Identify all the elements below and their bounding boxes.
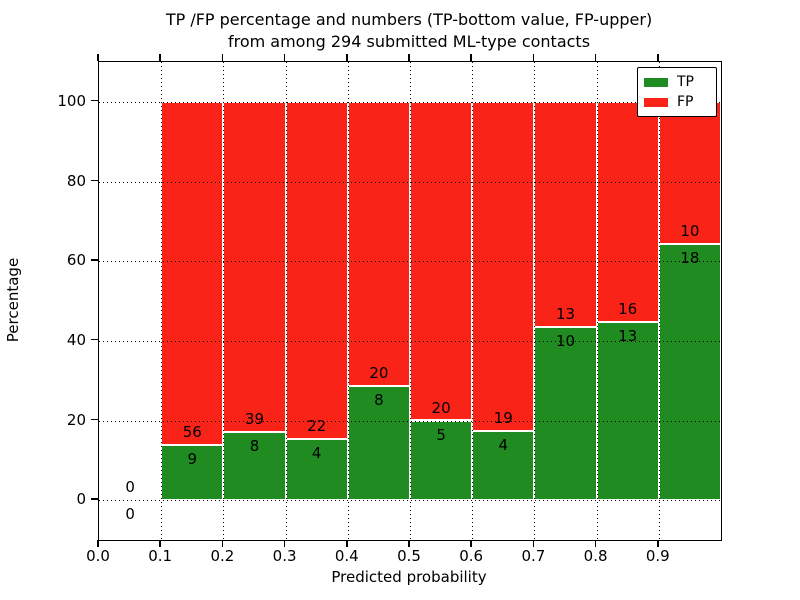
x-tick-top — [532, 54, 535, 61]
x-tick — [346, 540, 348, 548]
x-tick — [221, 540, 224, 548]
bar-value-fp: 39 — [244, 410, 265, 429]
bar-segment-tp — [658, 244, 721, 501]
bar-value-fp: 20 — [369, 364, 389, 383]
y-tick — [91, 179, 98, 181]
bar-value-fp: 13 — [555, 304, 576, 323]
bar-segment-fp — [223, 101, 286, 433]
gridline-vertical — [347, 62, 349, 540]
bar-segment-fp — [285, 101, 348, 439]
gridline-vertical — [658, 62, 660, 540]
x-tick-top — [221, 54, 224, 61]
x-tick-top — [470, 54, 472, 61]
x-tick-label: 0.8 — [583, 547, 608, 565]
bar-value-tp: 10 — [555, 331, 576, 350]
x-tick-top — [346, 54, 348, 61]
x-tick-label: 0.6 — [459, 547, 484, 565]
y-tick — [91, 99, 98, 102]
x-tick — [283, 540, 286, 548]
x-tick-label: 0.4 — [334, 547, 359, 565]
legend-item-fp: FP — [644, 92, 710, 112]
y-tick-label: 20 — [66, 410, 86, 429]
bar-segment-tp — [161, 445, 224, 501]
legend-swatch-fp-icon — [644, 97, 668, 107]
gridline-vertical — [223, 62, 225, 540]
bar-value-tp: 4 — [311, 443, 322, 462]
gridline-vertical — [534, 62, 536, 540]
x-tick-top — [594, 54, 597, 61]
y-tick-label: 0 — [76, 490, 86, 509]
x-tick-label: 0.0 — [86, 547, 110, 565]
bar-segment-fp — [347, 101, 410, 387]
y-axis-label: Percentage — [4, 257, 22, 343]
bar-value-tp: 0 — [125, 505, 135, 524]
x-tick-label: 0.1 — [148, 547, 173, 565]
legend-swatch-tp-icon — [644, 77, 668, 87]
bar-value-fp: 16 — [618, 299, 638, 318]
x-tick-top — [408, 54, 410, 61]
bar-value-tp: 13 — [618, 326, 638, 345]
legend-label-fp: FP — [677, 94, 694, 110]
y-tick-label: 40 — [66, 330, 86, 349]
bars-layer — [99, 62, 721, 540]
x-tick-label: 0.3 — [272, 547, 297, 565]
chart-title-line-2: from among 294 submitted ML-type contact… — [227, 32, 591, 51]
bar-value-fp: 56 — [182, 423, 202, 441]
bar-value-fp: 0 — [125, 478, 135, 497]
legend-item-tp: TP — [644, 72, 710, 92]
bar-labels-layer: 0 0 56 9 39 8 22 4 20 8 20 5 19 4 13 10 16 13 10 18 — [99, 62, 721, 540]
bar-value-tp: 5 — [436, 425, 446, 444]
x-tick — [532, 540, 535, 548]
bar-value-fp: 10 — [680, 222, 700, 241]
bar-value-tp: 18 — [680, 249, 700, 268]
bar-value-fp: 22 — [307, 416, 327, 435]
gridline-vertical — [472, 62, 474, 540]
bar-value-tp: 8 — [374, 391, 384, 410]
x-tick-top — [283, 54, 286, 61]
x-tick — [594, 540, 597, 548]
y-tick — [91, 338, 98, 341]
bar-value-tp: 9 — [187, 450, 198, 468]
gridline-vertical — [161, 62, 163, 540]
y-tick — [91, 498, 98, 500]
x-tick — [159, 540, 161, 548]
bar-value-fp: 20 — [431, 398, 451, 417]
chart-title-line-1: TP /FP percentage and numbers (TP-bottom… — [165, 10, 653, 29]
y-tick — [91, 259, 98, 261]
gridline-vertical — [285, 62, 287, 540]
y-tick-label: 80 — [66, 171, 86, 190]
plot-area: 0 0 56 9 39 8 22 4 20 8 20 5 19 4 13 10 16 13 10 18 TP FP — [98, 61, 722, 541]
x-axis-label: Predicted probability — [331, 568, 487, 586]
y-tick — [91, 418, 98, 420]
y-tick-label: 60 — [66, 251, 86, 270]
x-tick — [408, 540, 410, 548]
bar-segment-fp — [534, 101, 597, 327]
x-tick-label: 0.7 — [521, 547, 546, 565]
gridline-vertical — [410, 62, 411, 540]
x-tick-top — [657, 54, 659, 61]
x-tick-label: 0.5 — [397, 547, 421, 565]
bar-value-tp: 8 — [249, 437, 260, 456]
legend: TP FP — [637, 67, 717, 117]
bar-value-tp: 4 — [498, 435, 509, 454]
x-tick-top — [159, 54, 161, 61]
x-tick — [657, 540, 659, 548]
x-tick-label: 0.2 — [210, 547, 235, 565]
grid-layer — [99, 62, 721, 540]
bar-value-fp: 19 — [493, 408, 513, 427]
chart-title: TP /FP percentage and numbers (TP-bottom… — [98, 9, 720, 53]
x-tick — [97, 540, 99, 548]
bar-segment-tp — [472, 430, 535, 501]
y-tick-label: 100 — [57, 91, 86, 110]
x-tick-label: 0.9 — [645, 547, 670, 565]
bar-segment-fp — [161, 101, 224, 445]
x-tick-top — [97, 54, 99, 61]
gridline-vertical — [596, 62, 598, 540]
bar-segment-fp — [472, 101, 535, 431]
x-tick — [470, 540, 472, 548]
legend-label-tp: TP — [677, 74, 694, 90]
